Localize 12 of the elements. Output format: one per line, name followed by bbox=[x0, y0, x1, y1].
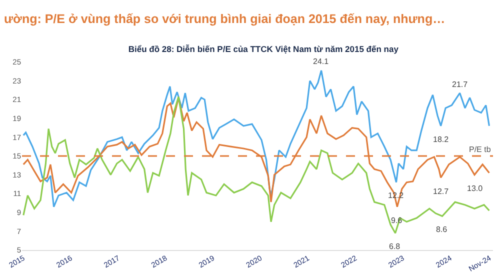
line-series bbox=[22, 96, 490, 234]
chart-title: Biểu đồ 28: Diễn biến P/E của TTCK Việt Nam từ năm 2015 đến nay bbox=[128, 44, 399, 54]
annotation: 6.8 bbox=[389, 242, 401, 251]
line-series bbox=[22, 70, 490, 208]
text: ường: P/E ở vùng thấp so với trung bình giai đoạn 2015 đến nay, nhưng… bbox=[4, 12, 446, 26]
annotation: 8.6 bbox=[436, 225, 448, 234]
annotation: 13.0 bbox=[467, 184, 484, 193]
ref-line-label: P/E tb bbox=[469, 145, 492, 154]
annotation: 21.7 bbox=[452, 80, 468, 89]
annotation: 24.1 bbox=[313, 57, 330, 66]
annotation: 18.2 bbox=[433, 135, 450, 144]
annotation: 12.7 bbox=[433, 187, 450, 196]
